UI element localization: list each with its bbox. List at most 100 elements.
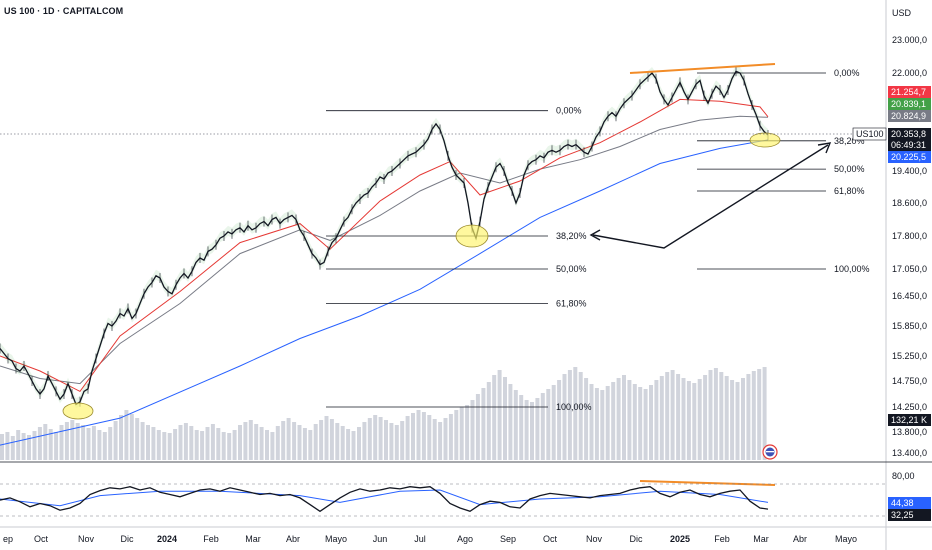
volume-bar (270, 432, 275, 460)
volume-bar (302, 428, 307, 460)
time-tick-label: Nov (586, 534, 603, 544)
volume-bar (275, 426, 280, 460)
volume-bar (713, 368, 718, 460)
volume-bar (367, 418, 372, 460)
volume-bar (497, 370, 502, 460)
country-flag-icon[interactable] (762, 444, 778, 460)
volume-bar (151, 427, 156, 460)
fib-level-label: 38,20% (834, 136, 865, 146)
rsi-signal-tag: 44,38 (888, 497, 931, 509)
volume-bar (416, 410, 421, 460)
fib-retracements[interactable]: 0,00% 38,20% 50,00% 61,80% 100,00% 0,00% 38,20… (326, 68, 870, 412)
price-tick-label: 13.800,0 (892, 427, 927, 437)
volume-bar (59, 425, 64, 460)
volume-bar (129, 414, 134, 460)
price-tag-text: 32,25 (891, 510, 914, 520)
volume-bar (27, 435, 31, 460)
volume-bar (189, 426, 194, 460)
volume-bar (530, 402, 534, 460)
volume-bar (762, 367, 767, 460)
time-tick-label: Jul (414, 534, 426, 544)
volume-bar (638, 387, 643, 460)
price-tag-text: 06:49:31 (891, 140, 926, 150)
price-tick-label: 14.250,0 (892, 402, 927, 412)
volume-bar (292, 422, 297, 460)
volume-bar (178, 425, 183, 460)
volume-bar (459, 407, 464, 460)
volume-bar (535, 398, 540, 460)
volume-bar (32, 431, 37, 460)
volume-bar (562, 374, 567, 460)
volume-bar (708, 370, 713, 460)
rsi-value-tag: 32,25 (888, 509, 931, 521)
fib-level-label: 38,20% (556, 231, 587, 241)
volume-bar (265, 430, 269, 460)
volume-bar (286, 418, 291, 460)
highlight-ellipse-oct[interactable] (62, 402, 94, 420)
volume-bar (665, 372, 670, 460)
price-tag-text: 132,21 K (891, 415, 927, 425)
volume-bar (616, 378, 621, 460)
highlight-ellipse-aug[interactable] (455, 224, 489, 248)
volume-bar (546, 389, 551, 460)
volume-bars (0, 367, 767, 460)
volume-bar (108, 427, 113, 460)
volume-bar (421, 412, 426, 460)
volume-bar (297, 425, 302, 460)
volume-bar (454, 410, 459, 460)
price-axis[interactable]: 23.000,0 22.000,0 19.400,0 18.600,0 17.800,0… (892, 35, 927, 481)
volume-bar (557, 380, 562, 460)
volume-bar (200, 431, 205, 460)
volume-bar (394, 425, 399, 460)
volume-bar (54, 432, 59, 460)
time-tick-label: 2025 (670, 534, 690, 544)
volume-bar (481, 388, 486, 460)
volume-bar (346, 429, 351, 460)
time-axis[interactable]: ep Oct Nov Dic 2024 Feb Mar Abr Mayo Jun Jul Ago Sep… (3, 534, 857, 544)
rsi-signal-line (0, 489, 769, 507)
fib-level-label: 100,00% (556, 402, 592, 412)
volume-bar (470, 400, 475, 460)
time-tick-label: Mar (245, 534, 261, 544)
price-tags: 21.254,7 20.839,1 20.824,9 20.353,806:49:31… (852, 86, 931, 521)
volume-bar (524, 400, 529, 460)
volume-bar (86, 428, 91, 460)
volume-bar (37, 427, 42, 460)
highlight-ellipse-current[interactable] (749, 132, 781, 148)
price-tick-label: 15.250,0 (892, 351, 927, 361)
volume-bar (730, 380, 735, 460)
volume-bar (194, 430, 199, 460)
price-tick-label: 15.850,0 (892, 321, 927, 331)
volume-bar (508, 384, 513, 460)
volume-bar (64, 422, 69, 460)
volume-bar (611, 382, 616, 460)
volume-bar (373, 415, 378, 460)
moving-average-line (0, 98, 769, 393)
volume-bar (503, 377, 507, 460)
volume-bar (173, 429, 178, 460)
volume-bar (746, 374, 751, 460)
price-tick-label: 17.800,0 (892, 231, 927, 241)
volume-bar (43, 424, 48, 460)
rsi-panel[interactable] (0, 483, 886, 517)
bar-countdown-tag: 06:49:31 (888, 139, 931, 151)
volume-bar (205, 427, 210, 460)
volume-bar (432, 419, 437, 460)
volume-bar (643, 389, 648, 460)
volume-bar (681, 378, 686, 460)
time-tick-label: Dic (630, 534, 643, 544)
green-ma-tag: 20.839,1 (888, 98, 931, 110)
projection-arrow-line[interactable] (592, 144, 829, 249)
volume-bar (313, 424, 318, 460)
volume-bar (238, 425, 242, 460)
price-tick-label: 17.050,0 (892, 264, 927, 274)
volume-bar (281, 421, 286, 460)
volume-bar (162, 432, 167, 460)
rsi-divergence-trendline[interactable] (639, 480, 776, 486)
volume-bar (486, 382, 491, 460)
resistance-trendline[interactable] (629, 63, 776, 74)
chart-title: US 100 · 1D · CAPITALCOM (4, 6, 124, 16)
volume-bar (594, 388, 599, 460)
volume-bar (741, 378, 745, 460)
